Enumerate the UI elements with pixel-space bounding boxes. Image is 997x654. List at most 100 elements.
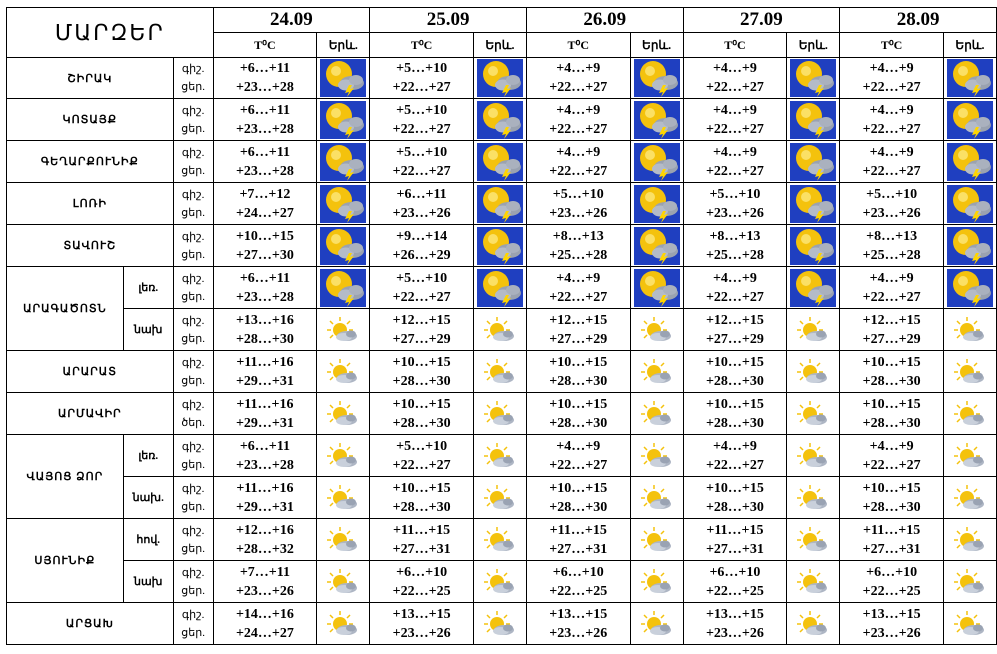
night-temp: +4…+9 [556,438,601,454]
sun-cloud-icon [316,476,371,519]
day-temp: +27…+29 [549,331,608,347]
sun-cloud-lightning-icon [786,182,841,225]
night-temp: +8…+13 [866,228,918,244]
sun-cloud-icon [316,602,371,645]
sun-cloud-icon [786,392,841,435]
night-temp: +6…+11 [239,61,291,76]
time-labels: գիշ. ցեր. [172,182,214,225]
day-temp: +27…+31 [705,541,764,557]
night-temp: +12…+16 [235,522,294,538]
sun-cloud-icon [629,434,684,477]
sun-cloud-lightning-icon [942,182,997,225]
day-temp: +22…+27 [392,80,451,95]
temp-cell: +10…+15 +28…+30 [369,476,474,519]
temp-cell: +5…+10 +22…+27 [369,266,474,309]
night-temp: +13…+15 [549,606,608,622]
temp-cell: +11…+15 +27…+31 [839,518,944,561]
night-temp: +5…+10 [709,186,761,202]
sun-cloud-lightning-icon [472,57,527,99]
temp-cell: +10…+15 +28…+30 [525,350,631,393]
time-labels: գիշ. ցեր. [172,602,214,645]
temp-cell: +4…+9 +22…+27 [839,57,944,99]
sun-cloud-icon [786,602,841,645]
sun-cloud-icon [942,434,997,477]
night-temp: +4…+9 [869,102,914,118]
day-temp: +22…+27 [705,457,764,473]
region-name: ԱՐԱԳԱԾՈՏՆ [6,266,124,351]
night-temp: +6…+11 [396,186,447,202]
sun-cloud-lightning-icon [786,57,841,99]
day-temp: +23…+28 [235,80,294,95]
sun-cloud-icon [316,392,371,435]
forecast-table: ՄԱՐԶԵՐ 24.09 25.09 26.09 27.09 28.09 T⁰C… [6,7,997,645]
night-temp: +10…+15 [862,396,921,412]
temp-cell: +5…+10 +22…+27 [369,57,474,99]
day-temp: +23…+26 [705,625,764,641]
temp-cell: +8…+13 +25…+28 [682,224,788,267]
day-temp: +24…+27 [235,205,294,221]
night-temp: +4…+9 [869,438,914,454]
day-temp: +28…+30 [705,373,764,389]
night-temp: +6…+11 [239,144,291,160]
day-temp: +28…+30 [862,499,921,515]
temp-cell: +5…+10 +22…+27 [369,140,474,183]
sun-cloud-icon [942,560,997,603]
night-temp: +4…+9 [712,144,757,160]
day-temp: +28…+30 [549,373,608,389]
table-row: ԱՐԱԳԱԾՈՏՆ լեռ. գիշ. ցեր. +6…+11 +23…+28 +5…+10… [6,266,997,351]
sun-cloud-icon [472,560,527,603]
temp-cell: +13…+15 +23…+26 [525,602,631,645]
region-name: ՏԱՎՈՒՇ [6,224,174,267]
sun-cloud-icon [316,350,371,393]
day-temp: +28…+30 [862,373,921,389]
day-temp: +28…+30 [235,331,294,347]
night-label: գիշ. [181,356,205,369]
night-label: գիշ. [181,188,205,201]
day-temp: +28…+30 [392,373,451,389]
day-temp: +23…+26 [392,205,451,221]
sun-cloud-icon [472,602,527,645]
sun-cloud-lightning-icon [316,140,371,183]
night-temp: +6…+10 [709,564,761,580]
time-labels: գիշ. ցեր. [172,266,214,309]
day-label: ցեր. [181,500,205,513]
night-temp: +5…+10 [866,186,918,202]
day-temp: +23…+28 [235,163,294,179]
temp-cell: +4…+9 +22…+27 [839,140,944,183]
temp-col-header: T⁰C [212,32,318,58]
region-name: ԱՐԱՐԱՏ [6,350,174,393]
region-name: ՇԻՐԱԿ [6,57,174,99]
sun-cloud-lightning-icon [316,98,371,141]
night-temp: +7…+11 [239,564,291,580]
night-temp: +4…+9 [869,61,914,76]
temp-cell: +13…+15 +23…+26 [369,602,474,645]
day-label: ցեր. [181,248,205,261]
temp-cell: +13…+16 +28…+30 [212,308,318,351]
time-labels: գիշ. ցեր. [172,140,214,183]
temp-cell: +10…+15 +28…+30 [525,392,631,435]
day-label: ցեր. [181,374,205,387]
night-temp: +10…+15 [705,396,764,412]
sun-cloud-icon [629,308,684,351]
sun-cloud-icon [786,476,841,519]
temp-cell: +10…+15 +28…+30 [839,476,944,519]
temp-cell: +6…+10 +22…+25 [525,560,631,603]
day-temp: +28…+32 [235,541,294,557]
sun-cloud-lightning-icon [629,140,684,183]
night-temp: +13…+15 [392,606,451,622]
sun-cloud-icon [472,434,527,477]
sun-cloud-icon [472,476,527,519]
day-temp: +28…+30 [549,499,608,515]
day-temp: +22…+27 [392,121,451,137]
sun-cloud-lightning-icon [472,266,527,309]
temp-col-header: T⁰C [682,32,788,58]
temp-cell: +6…+11 +23…+28 [212,140,318,183]
day-temp: +22…+27 [862,163,921,179]
day-temp: +22…+27 [862,289,921,305]
night-temp: +11…+15 [863,522,921,538]
temp-cell: +13…+15 +23…+26 [682,602,788,645]
day-temp: +23…+26 [549,625,608,641]
night-label: գիշ. [181,608,205,621]
sun-cloud-lightning-icon [942,98,997,141]
sun-cloud-icon [786,308,841,351]
